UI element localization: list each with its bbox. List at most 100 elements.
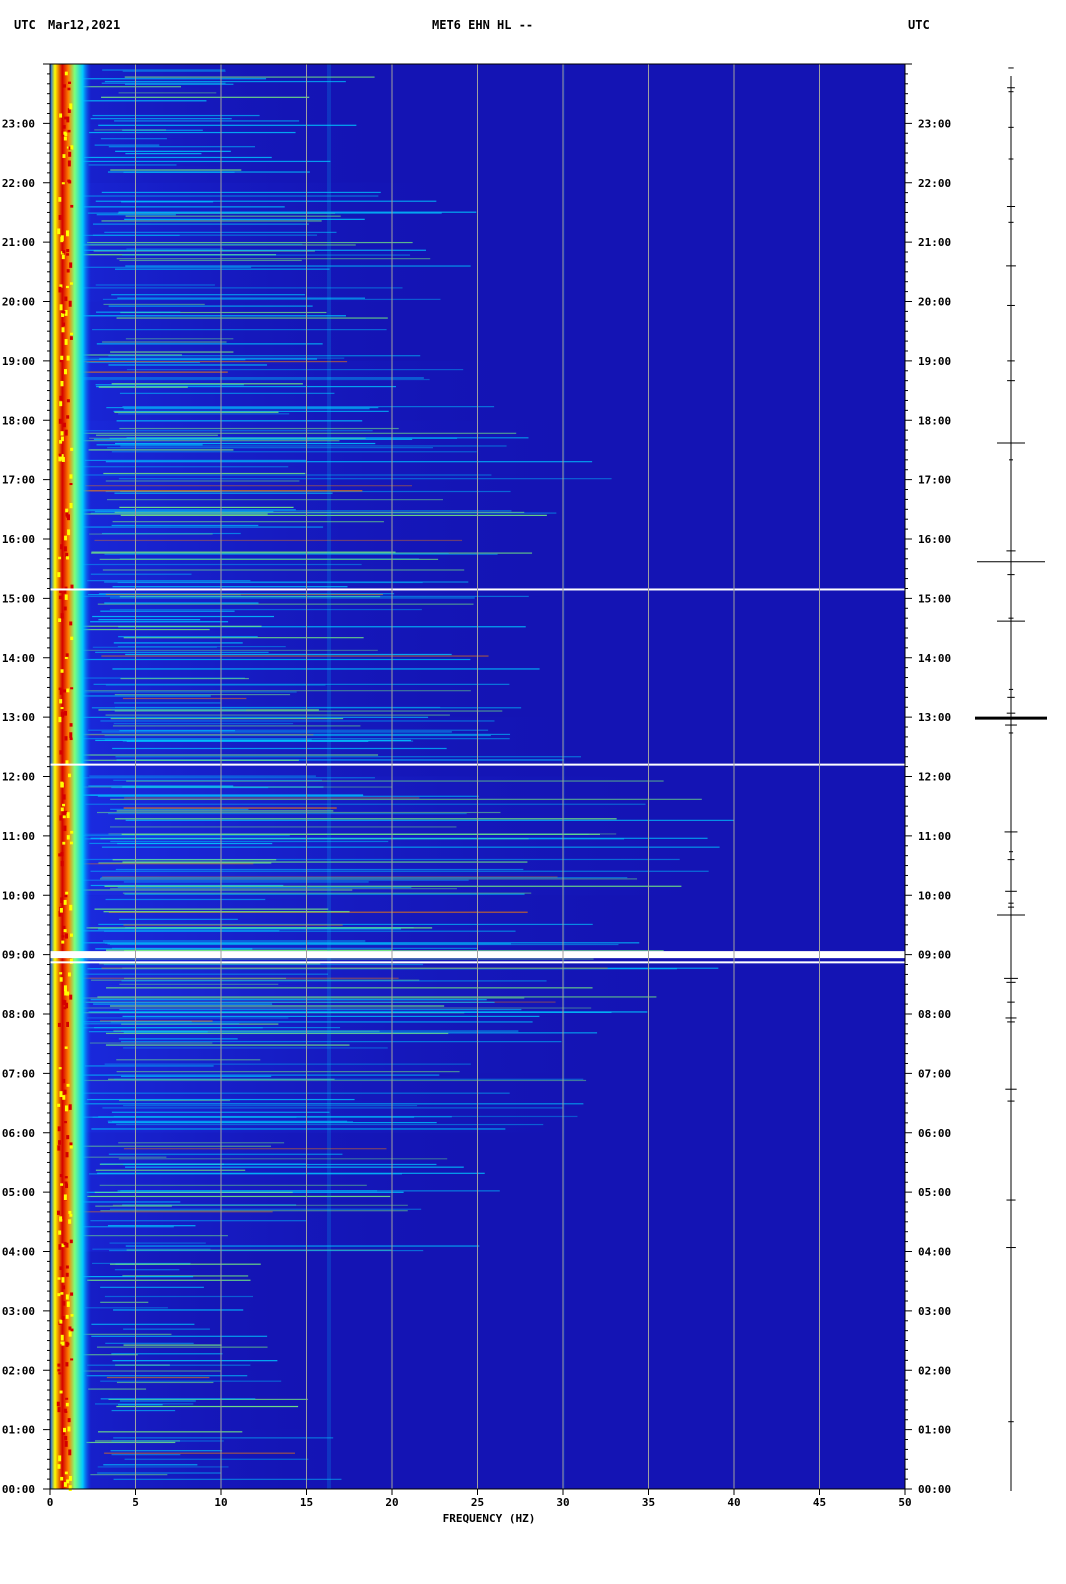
low-frequency-speckle [66,415,70,419]
low-frequency-speckle [70,447,74,451]
spectral-line [110,1450,223,1452]
spectral-line [104,602,259,604]
low-frequency-speckle [70,636,74,641]
spectral-line [90,621,229,623]
spectral-line [100,878,638,880]
spectral-line [87,1364,251,1366]
spectral-line [110,717,344,720]
low-frequency-speckle [70,830,74,834]
spectral-line [92,1262,191,1265]
spectral-line [82,1211,273,1213]
low-frequency-speckle [59,304,63,311]
y-tick-label-left: 10:00 [2,889,35,902]
spectral-line [119,1099,231,1102]
x-tick-label: 20 [385,1496,398,1509]
spectral-line [122,70,226,72]
x-tick-label: 25 [471,1496,484,1509]
spectral-line [111,451,477,453]
spectral-line [96,385,396,388]
low-frequency-speckle [64,894,68,898]
x-tick-label: 35 [642,1496,655,1509]
spectral-line [102,69,226,71]
low-frequency-speckle [66,253,70,256]
y-tick-label-left: 12:00 [2,771,35,784]
spectral-line [84,973,328,975]
spectral-line [81,1027,263,1029]
low-frequency-speckle [63,606,67,611]
spectral-line [126,368,464,371]
spectral-line [110,1208,422,1210]
spectral-line [91,1323,195,1325]
spectral-line [89,437,366,439]
low-frequency-speckle [67,1426,71,1432]
low-frequency-speckle [70,145,74,150]
spectral-line [108,1121,437,1124]
spectral-line [123,1148,387,1150]
spectral-line [82,691,297,693]
low-frequency-speckle [66,1479,70,1484]
low-frequency-speckle [64,656,68,660]
spectral-line [93,223,309,225]
spectral-line [85,1001,495,1003]
spectral-line [119,506,294,508]
low-frequency-speckle [63,710,67,716]
low-frequency-speckle [60,807,64,812]
spectral-line [107,1225,196,1227]
spectral-line [85,803,646,805]
low-frequency-speckle [67,179,71,183]
spectral-line [95,284,215,286]
spectral-line [113,1437,334,1439]
spectral-line [122,406,495,408]
spectral-line [116,759,564,761]
spectral-line [123,924,343,926]
low-frequency-speckle [69,933,73,937]
spectral-line [104,1295,254,1298]
spectral-line [119,552,449,555]
low-frequency-speckle [67,108,71,113]
low-frequency-speckle [67,129,71,133]
y-tick-label-right: 10:00 [918,889,951,902]
spectral-line [118,92,217,94]
low-frequency-speckle [59,689,63,695]
low-frequency-speckle [63,1000,67,1006]
spectral-line [79,243,303,245]
spectral-line [112,668,540,670]
spectral-line [98,619,201,621]
low-frequency-speckle [66,835,70,840]
low-frequency-speckle [60,431,64,436]
low-frequency-speckle [63,1241,67,1246]
low-frequency-speckle [62,1095,66,1100]
spectral-line [120,445,507,447]
low-frequency-speckle [58,1455,62,1462]
low-frequency-speckle [68,1485,72,1491]
low-frequency-speckle [65,891,69,895]
spectral-line [111,1353,223,1355]
spectral-line [88,1011,648,1013]
spectral-line [98,124,357,126]
spectral-line [95,948,253,950]
spectral-line [125,215,341,217]
spectral-line [84,1079,587,1082]
spectral-line [92,234,318,236]
spectral-line [102,341,227,343]
spectral-line [126,248,223,250]
low-frequency-speckle [64,1471,68,1475]
header-date: Mar12,2021 [48,18,121,32]
low-frequency-speckle [68,300,72,307]
low-frequency-speckle [66,1342,70,1346]
low-frequency-speckle [59,750,63,755]
spectral-line [124,950,664,952]
spectral-line [115,268,330,270]
y-tick-label-left: 02:00 [2,1364,35,1377]
spectral-line [80,510,512,512]
spectral-line [104,1063,471,1065]
low-frequency-speckle [69,621,73,626]
spectral-line [84,1023,240,1025]
spectral-line [82,695,211,697]
spectral-line [104,942,392,944]
spectral-line [122,740,414,742]
spectral-line [119,1400,196,1402]
spectral-line [81,733,511,736]
low-frequency-speckle [66,1083,70,1087]
y-tick-label-left: 17:00 [2,474,35,487]
